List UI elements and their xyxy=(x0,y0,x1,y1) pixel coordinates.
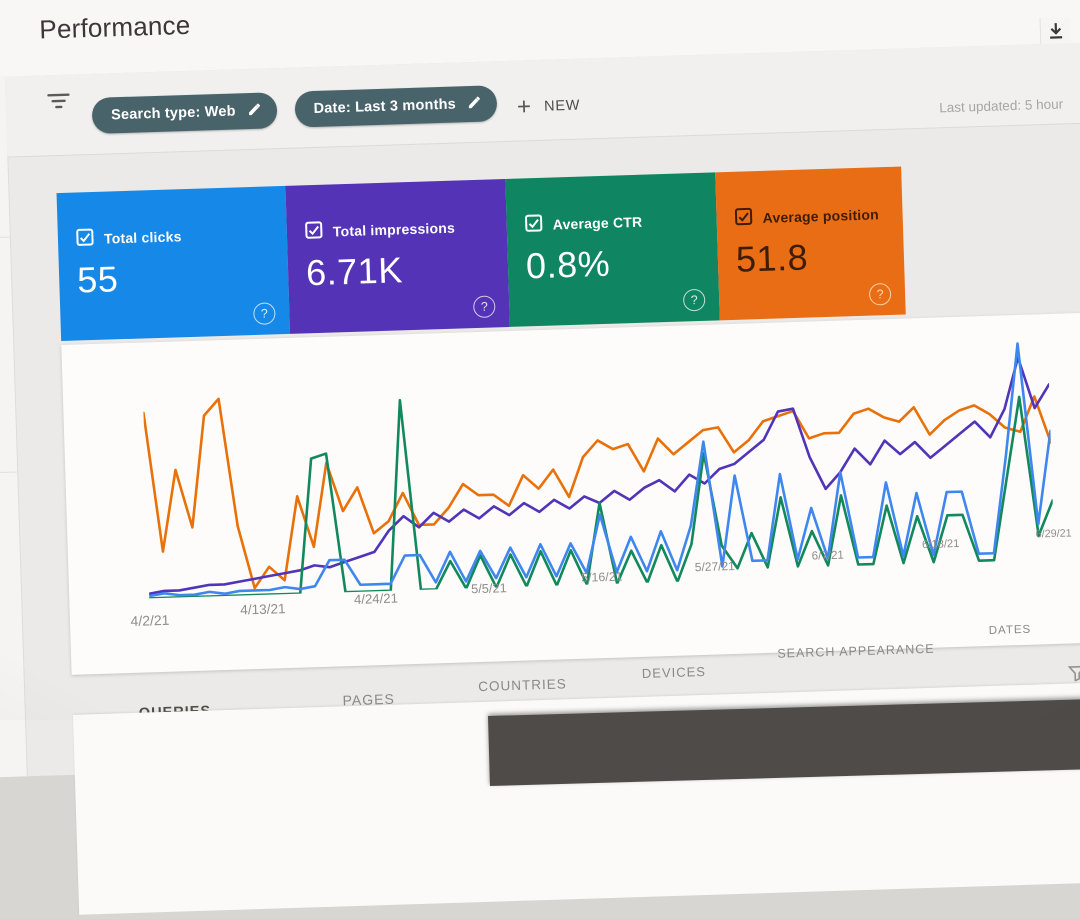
page-title: Performance xyxy=(38,9,191,45)
help-icon[interactable]: ? xyxy=(253,302,276,325)
metric-card-label: Total impressions xyxy=(332,219,456,239)
checkbox-checked-icon[interactable] xyxy=(305,221,324,243)
metric-card-label: Average CTR xyxy=(552,213,643,233)
filter-chips: Search type: Web Date: Last 3 months xyxy=(91,85,498,134)
pencil-icon xyxy=(246,101,262,120)
x-axis-tick-label: 4/13/21 xyxy=(240,601,286,618)
metric-card-total-impressions[interactable]: Total impressions 6.71K? xyxy=(285,179,510,334)
metric-card-value: 6.71K xyxy=(305,249,404,294)
filter-chip-0[interactable]: Search type: Web xyxy=(91,92,278,134)
funnel-icon xyxy=(1067,665,1080,686)
download-button[interactable] xyxy=(1039,17,1072,49)
x-axis-tick-label: 5/27/21 xyxy=(694,558,736,575)
metric-card-total-clicks[interactable]: Total clicks 55? xyxy=(56,185,291,342)
performance-chart-card: 4/2/21 4/13/21 4/24/21 5/5/21 5/16/21 5/27/21… xyxy=(61,311,1080,675)
tab-devices[interactable]: DEVICES xyxy=(641,663,707,681)
metric-cards-row: Total clicks 55? Total impressions 6.71K? Av… xyxy=(56,166,906,342)
metric-card-average-ctr[interactable]: Average CTR 0.8%? xyxy=(505,172,720,327)
x-axis-tick-label: 6/7/21 xyxy=(811,548,845,563)
metric-card-value: 0.8% xyxy=(525,242,611,287)
plus-icon: + xyxy=(516,93,532,121)
help-icon[interactable]: ? xyxy=(682,288,706,312)
download-icon xyxy=(1046,20,1067,46)
x-axis-tick-label: 5/16/21 xyxy=(580,569,623,585)
line-average-ctr xyxy=(147,395,1054,599)
new-filter-button[interactable]: + NEW xyxy=(516,93,581,121)
x-axis-tick-label: 5/5/21 xyxy=(470,580,507,597)
x-axis-tick-label: 6/18/21 xyxy=(921,537,960,552)
help-icon[interactable]: ? xyxy=(472,295,496,319)
left-sidebar-edge xyxy=(0,76,28,779)
x-axis-tick-label: 6/29/21 xyxy=(1035,527,1072,541)
filter-list-icon xyxy=(46,91,71,115)
line-average-position xyxy=(142,395,1053,590)
metric-card-label: Average position xyxy=(762,205,880,226)
sidebar-divider xyxy=(0,471,18,475)
filter-chip-label: Search type: Web xyxy=(110,103,236,124)
new-filter-label: NEW xyxy=(543,97,581,115)
checkbox-checked-icon[interactable] xyxy=(734,207,753,229)
page-header: Performance xyxy=(0,0,1080,80)
tab-dates[interactable]: DATES xyxy=(988,623,1032,638)
checkbox-checked-icon[interactable] xyxy=(76,228,95,250)
filter-chip-1[interactable]: Date: Last 3 months xyxy=(294,85,498,128)
filter-chip-label: Date: Last 3 months xyxy=(313,96,457,117)
line-total-clicks xyxy=(147,342,1052,598)
metric-card-value: 51.8 xyxy=(735,236,809,280)
metric-card-value: 55 xyxy=(76,258,119,301)
performance-line-chart xyxy=(142,342,1054,599)
filter-list-button[interactable] xyxy=(44,91,73,116)
line-total-impressions xyxy=(147,356,1051,596)
metric-card-label: Total clicks xyxy=(103,227,182,247)
tab-countries[interactable]: COUNTRIES xyxy=(477,676,567,695)
sidebar-divider xyxy=(0,236,10,240)
x-axis-tick-label: 4/2/21 xyxy=(130,611,170,629)
table-filter-button[interactable] xyxy=(1067,665,1080,686)
metric-card-average-position[interactable]: Average position 51.8? xyxy=(715,166,906,321)
x-axis-tick-label: 4/24/21 xyxy=(353,590,399,607)
help-icon[interactable]: ? xyxy=(868,282,892,306)
checkbox-checked-icon[interactable] xyxy=(524,214,543,236)
pencil-icon xyxy=(467,94,483,113)
